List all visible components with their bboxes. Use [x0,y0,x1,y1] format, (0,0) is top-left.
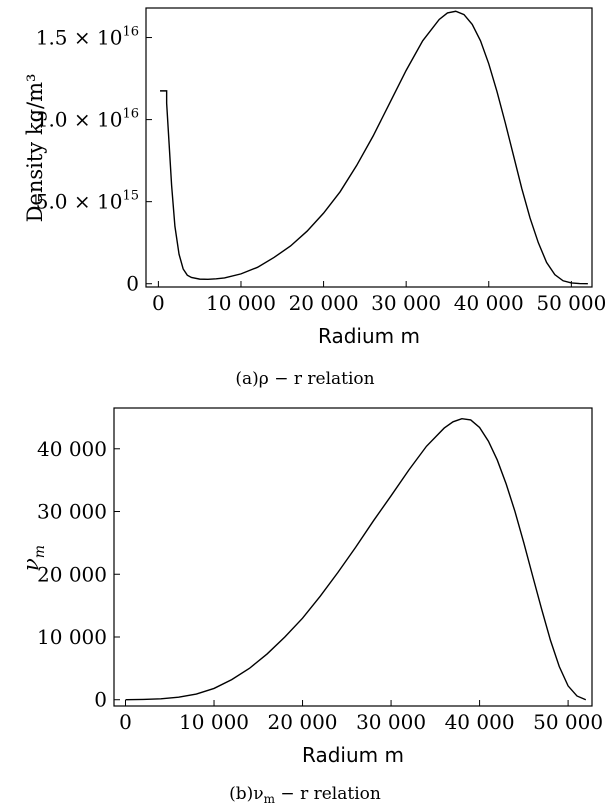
y-tick-label: 0 [94,688,107,712]
x-tick-label: 40 000 [454,291,524,315]
x-tick-label: 30 000 [356,710,426,734]
y-tick-label: 5.0 × 1015 [36,189,139,214]
x-axis-label: Radium m [302,743,404,767]
y-tick-label: 1.5 × 1016 [36,25,139,50]
y-tick-label: 0 [126,272,139,296]
y-axis-label: Density kg/m³ [23,74,47,223]
plot-frame [113,407,593,707]
x-tick-label: 0 [152,291,165,315]
density-chart: 0 5.0 × 1015 1.0 × 1016 1.5 × 1016 0 10 000 2… [23,7,606,389]
x-tick-label: 0 [119,710,132,734]
series-line [160,10,588,285]
x-axis: 0 10 000 20 000 30 000 40 000 50 000 [152,281,606,315]
caption: (b)νm − r relation [229,784,381,806]
y-tick-label: 20 000 [37,562,107,586]
x-tick-label: 20 000 [289,291,359,315]
y-tick-label: 40 000 [37,437,107,461]
y-tick-label: 1.0 × 1016 [36,107,139,132]
caption: (a)ρ − r relation [235,369,374,389]
y-tick-label: 30 000 [37,500,107,524]
plot-frame [145,7,593,288]
x-tick-label: 50 000 [536,291,606,315]
x-axis: 0 10 000 20 000 30 000 40 000 50 000 [119,700,603,734]
frequency-chart: 0 10 000 20 000 30 000 40 000 0 10 000 20 000 3… [19,407,603,806]
y-axis: 0 10 000 20 000 30 000 40 000 [37,437,120,712]
y-axis-label: νm [19,545,48,571]
x-tick-label: 30 000 [371,291,441,315]
x-tick-label: 10 000 [179,710,249,734]
x-tick-label: 50 000 [533,710,603,734]
series-line [125,417,587,701]
x-axis-label: Radium m [318,324,420,348]
y-tick-label: 10 000 [37,625,107,649]
y-axis: 0 5.0 × 1015 1.0 × 1016 1.5 × 1016 [36,25,152,296]
x-tick-label: 40 000 [445,710,515,734]
x-tick-label: 10 000 [206,291,276,315]
x-tick-label: 20 000 [268,710,338,734]
